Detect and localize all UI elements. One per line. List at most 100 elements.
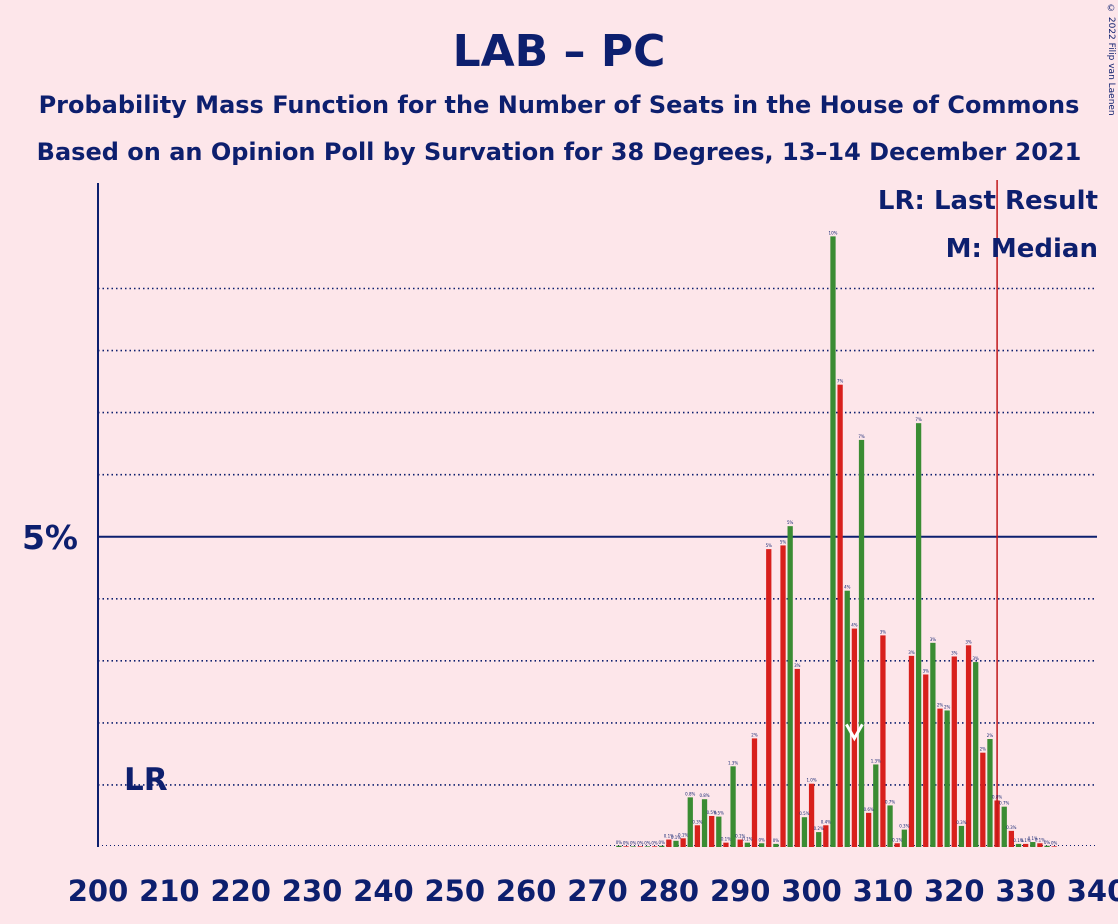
data-label: 0.3% xyxy=(899,824,909,829)
data-label: 0.3% xyxy=(692,819,702,824)
data-label: 5% xyxy=(766,543,773,548)
bar-seat-324 xyxy=(980,752,986,847)
bar-seat-321 xyxy=(958,825,965,847)
data-label: 0.5% xyxy=(799,811,809,816)
data-label: 0% xyxy=(623,840,630,845)
bar-seat-332 xyxy=(1037,843,1043,847)
bar-seat-310 xyxy=(880,635,886,847)
data-label: 0.8% xyxy=(992,794,1002,799)
bar-seat-277 xyxy=(644,846,651,847)
bar-seat-296 xyxy=(780,545,786,847)
bar-seat-312 xyxy=(894,843,900,847)
data-label: 0% xyxy=(644,840,651,845)
bar-seat-304 xyxy=(837,384,843,847)
bar-seat-278 xyxy=(651,846,658,847)
bar-seat-280 xyxy=(666,839,672,847)
x-tick-label: 210 xyxy=(139,874,200,908)
data-label: 0.7% xyxy=(999,801,1009,806)
bar-seat-292 xyxy=(751,738,758,847)
data-label: 0.1% xyxy=(1028,836,1038,841)
chart-subtitle-1: Probability Mass Function for the Number… xyxy=(39,91,1080,119)
x-axis-ticks: 200 210 220 230 240 250 260 270 280 290 300 310 320 3… xyxy=(68,874,1118,908)
bar-seat-315 xyxy=(915,423,922,847)
data-label: 0% xyxy=(1044,840,1051,845)
data-label: 0.5% xyxy=(714,811,724,816)
bar-seat-301 xyxy=(816,832,822,847)
data-label: 0.1% xyxy=(1021,838,1031,843)
bar-seat-284 xyxy=(694,825,701,847)
bar-seat-303 xyxy=(830,236,836,847)
x-tick-label: 220 xyxy=(210,874,271,908)
bar-seat-295 xyxy=(773,843,779,847)
x-tick-label: 200 xyxy=(68,874,129,908)
data-label: 0% xyxy=(616,840,623,845)
bar-seat-323 xyxy=(973,662,979,847)
data-label: 2% xyxy=(980,747,987,752)
data-label: 3% xyxy=(908,650,915,655)
bar-seat-273 xyxy=(616,845,622,847)
data-label: 2% xyxy=(944,704,951,709)
bar-seat-302 xyxy=(823,825,829,847)
bar-seat-320 xyxy=(951,656,957,847)
bar-seat-287 xyxy=(716,816,722,847)
bar-seat-299 xyxy=(801,817,808,847)
bar-seat-328 xyxy=(1008,830,1015,847)
data-label: 2% xyxy=(751,732,758,737)
bar-seat-316 xyxy=(923,674,929,847)
x-tick-label: 270 xyxy=(567,874,628,908)
bar-seat-331 xyxy=(1030,842,1036,847)
data-label: 0.1% xyxy=(1035,837,1045,842)
data-label: 0.3% xyxy=(1006,825,1016,830)
data-label: 2% xyxy=(987,733,994,738)
x-tick-label: 230 xyxy=(282,874,343,908)
bar-seat-305 xyxy=(844,590,850,847)
data-label: 3% xyxy=(794,663,801,668)
bar-seat-290 xyxy=(737,839,743,847)
data-label: 0% xyxy=(659,840,666,845)
data-label: 7% xyxy=(837,379,844,384)
data-label: 0.8% xyxy=(685,791,695,796)
bar-seat-288 xyxy=(723,842,729,847)
bar-seat-285 xyxy=(701,799,708,847)
bar-seat-318 xyxy=(937,708,943,847)
data-label: 5% xyxy=(780,539,787,544)
bar-seat-322 xyxy=(965,645,972,847)
copyright-note: © 2022 Filip van Laenen xyxy=(1106,4,1116,116)
data-label: 3% xyxy=(951,650,958,655)
data-label: 0.6% xyxy=(864,807,874,812)
legend-last-result: LR: Last Result xyxy=(878,186,1098,216)
data-label: 0.3% xyxy=(956,820,966,825)
chart-subtitle-2: Based on an Opinion Poll by Survation fo… xyxy=(37,138,1082,166)
data-label: 0.5% xyxy=(707,810,717,815)
bar-seat-293 xyxy=(758,843,765,847)
x-tick-label: 340 xyxy=(1067,874,1118,908)
data-label: 2% xyxy=(937,703,944,708)
x-tick-label: 290 xyxy=(710,874,771,908)
data-label: 0.1% xyxy=(735,834,745,839)
data-label: 0.1% xyxy=(671,835,681,840)
bar-seat-283 xyxy=(687,797,693,847)
bar-seat-274 xyxy=(623,846,629,847)
bar-seat-282 xyxy=(680,838,686,847)
median-marker xyxy=(845,723,864,742)
data-label: 3% xyxy=(965,639,972,644)
x-tick-label: 260 xyxy=(496,874,557,908)
bar-seat-294 xyxy=(766,549,772,847)
data-label: 7% xyxy=(858,434,865,439)
data-label: 0% xyxy=(1051,840,1058,845)
data-label: 0.1% xyxy=(892,837,902,842)
data-label: 4% xyxy=(851,623,858,628)
data-label: 0.1% xyxy=(742,837,752,842)
bar-seat-281 xyxy=(673,840,679,847)
data-label: 4% xyxy=(844,585,851,590)
bar-seat-286 xyxy=(709,815,715,847)
data-label: 0% xyxy=(637,840,644,845)
x-tick-label: 250 xyxy=(425,874,486,908)
bar-seat-297 xyxy=(787,526,793,847)
data-label: 5% xyxy=(787,520,794,525)
bar-seat-317 xyxy=(930,642,936,847)
bar-seat-276 xyxy=(637,846,643,847)
data-label: 3% xyxy=(973,656,980,661)
data-label: 1.3% xyxy=(871,758,881,763)
bar-seat-300 xyxy=(808,783,815,847)
